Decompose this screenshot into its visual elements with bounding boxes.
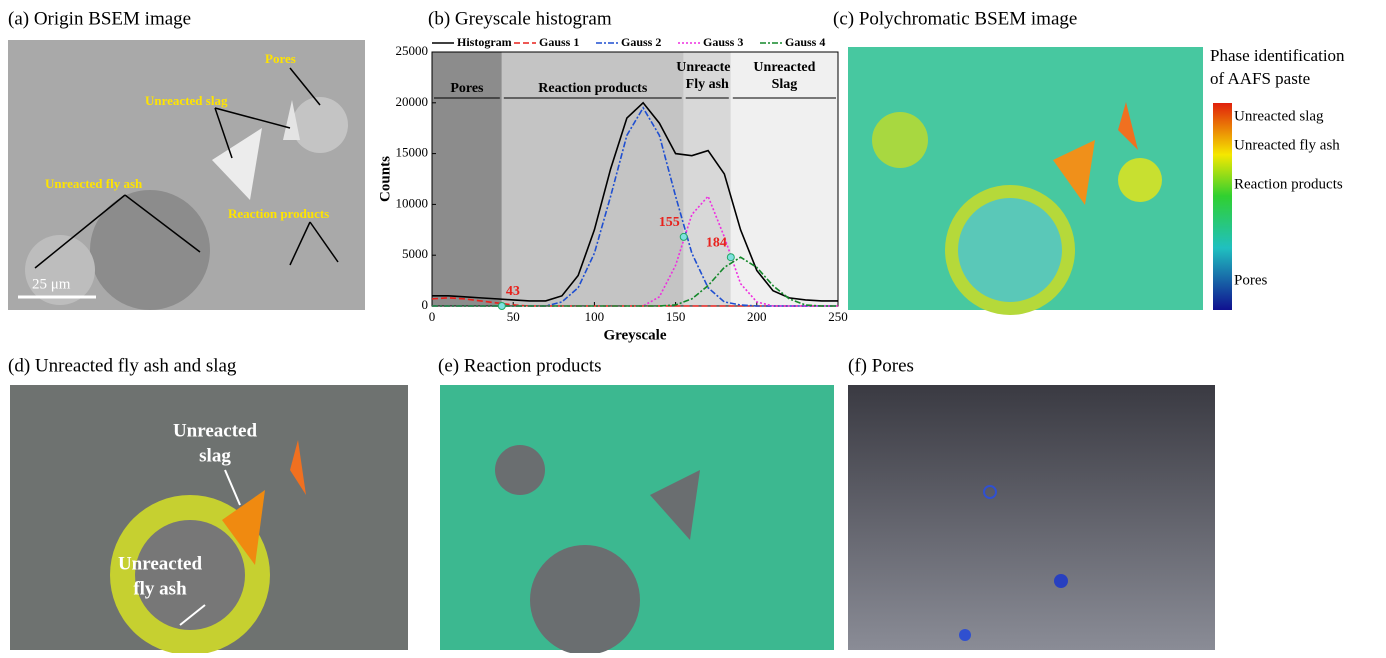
annotation: slag (199, 445, 231, 466)
panel-c: (c) Polychromatic BSEM image Phase ident… (833, 8, 1345, 315)
y-axis-label: Counts (377, 156, 393, 202)
legend-label: Unreacted slag (1234, 108, 1324, 124)
x-tick-label: 200 (747, 309, 767, 324)
figure: (a) Origin BSEM image Pores Unreacted sl… (0, 0, 1386, 653)
panel-title: (a) Origin BSEM image (8, 8, 191, 29)
panel-a: (a) Origin BSEM image Pores Unreacted sl… (8, 8, 365, 310)
annotation: Unreacted (173, 420, 258, 441)
x-tick-label: 150 (666, 309, 686, 324)
annotation: Pores (265, 51, 296, 66)
region-label: Unreacted (676, 60, 738, 75)
annotation: Unreacted slag (145, 93, 228, 108)
annotation: Reaction products (228, 206, 329, 221)
x-tick-label: 100 (585, 309, 605, 324)
y-tick-label: 0 (422, 297, 429, 312)
legend-label: Reaction products (1234, 176, 1343, 192)
panel-title: (b) Greyscale histogram (428, 8, 612, 29)
legend-title: Phase identification (1210, 46, 1345, 65)
x-tick-label: 0 (429, 309, 436, 324)
region-label: Reaction products (538, 81, 648, 96)
histogram-chart: Pores Reaction products Unreacted Fly ash Un… (377, 35, 847, 344)
y-tick-label: 10000 (396, 195, 429, 210)
region-label: Fly ash (686, 77, 729, 92)
annotation: Unreacted (118, 553, 203, 574)
y-tick-label: 5000 (402, 246, 428, 261)
threshold-marker (498, 303, 505, 310)
annotation: fly ash (133, 578, 187, 599)
legend-label: Unreacted fly ash (1234, 137, 1340, 153)
legend-label: Gauss 2 (621, 35, 661, 49)
panel-title: (d) Unreacted fly ash and slag (8, 355, 237, 376)
threshold-label: 43 (506, 284, 520, 299)
y-tick-label: 25000 (396, 43, 429, 58)
threshold-label: 155 (659, 215, 680, 230)
legend-title: of AAFS paste (1210, 69, 1310, 88)
scale-bar-label: 25 μm (32, 276, 71, 292)
legend-label: Gauss 3 (703, 35, 743, 49)
region-label: Slag (772, 77, 798, 92)
panel-title: (f) Pores (848, 355, 914, 376)
x-tick-label: 50 (507, 309, 520, 324)
threshold-marker (727, 254, 734, 261)
region-label: Pores (450, 81, 484, 96)
x-tick-label: 250 (828, 309, 848, 324)
panel-f: (f) Pores (848, 355, 1215, 650)
panel-title: (e) Reaction products (438, 355, 602, 376)
threshold-label: 184 (706, 235, 727, 250)
y-tick-label: 20000 (396, 94, 429, 109)
annotation: Unreacted fly ash (45, 176, 143, 191)
x-axis-label: Greyscale (603, 327, 666, 343)
region-label: Unreacted (753, 60, 815, 75)
panel-title: (c) Polychromatic BSEM image (833, 8, 1077, 29)
legend-label: Pores (1234, 272, 1267, 288)
legend-label: Gauss 1 (539, 35, 579, 49)
y-tick-label: 15000 (396, 145, 429, 160)
panel-d: (d) Unreacted fly ash and slag Unreacted… (8, 355, 408, 653)
legend-label: Gauss 4 (785, 35, 825, 49)
threshold-marker (680, 233, 687, 240)
panel-e: (e) Reaction products (438, 355, 834, 653)
legend-label: Histogram (457, 35, 512, 49)
